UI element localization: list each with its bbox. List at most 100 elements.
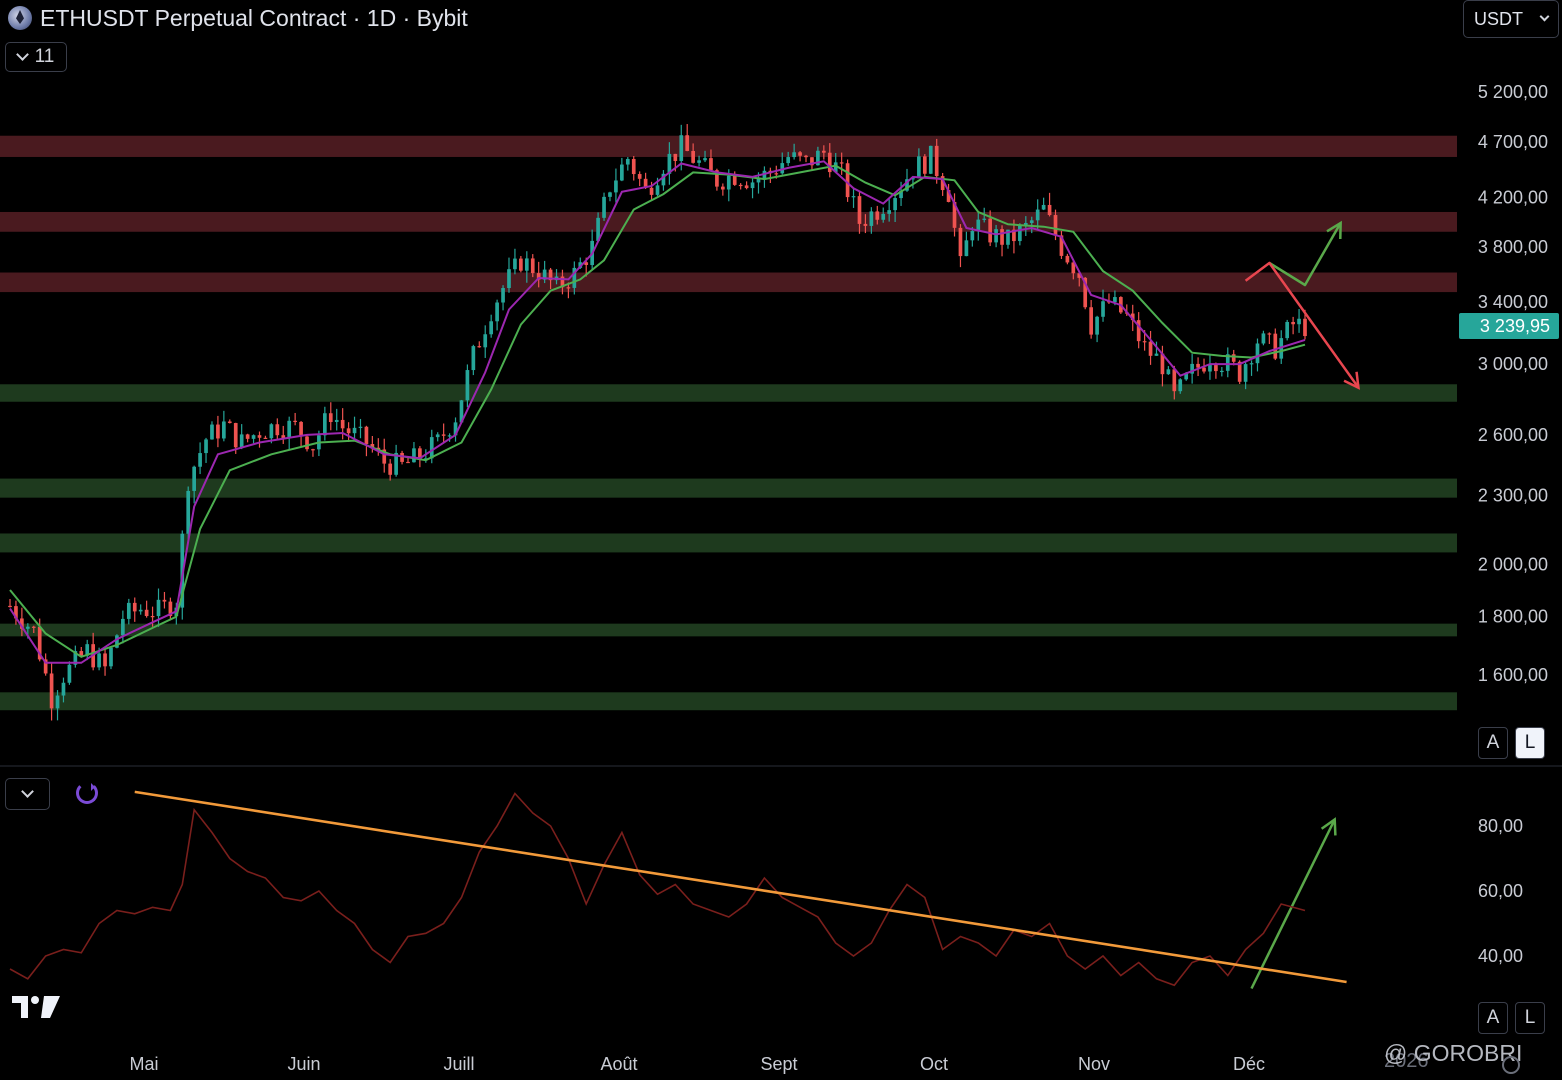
candle (1154, 341, 1159, 356)
candle (43, 653, 48, 676)
candle-body (31, 626, 36, 628)
candle-body (412, 448, 416, 463)
candle (447, 433, 452, 442)
candle (940, 172, 945, 196)
candle (1089, 300, 1093, 339)
candle (1071, 259, 1076, 280)
candle-body (560, 276, 565, 288)
candle (186, 486, 191, 542)
bullish-arrow-head (1326, 220, 1342, 240)
rsi-pane-toggle-button[interactable] (5, 778, 50, 810)
candle (1267, 332, 1272, 344)
candle-body (156, 599, 161, 617)
candle-body (370, 444, 375, 448)
candle-body (922, 156, 927, 174)
candle-body (602, 196, 606, 218)
candle-body (287, 420, 292, 439)
candle (1208, 355, 1212, 380)
candle-body (115, 635, 119, 648)
candle (1285, 319, 1290, 341)
candle-body (875, 211, 880, 220)
rsi-auto-scale-button[interactable]: A (1478, 1002, 1508, 1034)
candle-body (620, 164, 624, 181)
candle-body (14, 606, 18, 619)
candle (1018, 223, 1022, 246)
candle-body (79, 651, 84, 656)
candle-body (572, 267, 577, 288)
price-zones (0, 135, 1457, 711)
candle-body (406, 461, 410, 464)
candle-body (43, 659, 48, 674)
candle-body (251, 435, 256, 439)
candle (67, 661, 72, 685)
candle-body (55, 695, 60, 709)
tradingview-logo-icon[interactable] (10, 992, 62, 1022)
candle (210, 421, 214, 440)
rsi-pane (9, 790, 1347, 987)
candle (786, 151, 791, 166)
candle-body (1047, 204, 1052, 216)
candle-body (418, 448, 422, 459)
candle (328, 402, 333, 431)
support-zone-2 (0, 533, 1457, 553)
candle-body (67, 664, 72, 683)
candle-body (216, 424, 220, 439)
candle (305, 435, 309, 452)
candle-body (958, 227, 963, 257)
candle-body (721, 186, 725, 190)
candle (61, 677, 66, 703)
time-tick-label: Mai (129, 1054, 158, 1074)
candle-body (423, 458, 428, 460)
chevron-down-icon (15, 48, 29, 61)
candle (138, 604, 143, 615)
candle (507, 257, 511, 293)
candle-body (334, 419, 339, 423)
candle-body (744, 185, 749, 189)
candle-body (1166, 369, 1171, 375)
candle (245, 433, 250, 443)
candle (928, 145, 933, 175)
candle-body (709, 158, 713, 171)
ema-fast-line (9, 160, 1306, 664)
log-scale-button[interactable]: L (1515, 727, 1545, 759)
candle (804, 154, 808, 163)
candle (899, 181, 903, 206)
rsi-axis[interactable]: 80,00 60,00 40,00 (1478, 816, 1523, 966)
candle (667, 142, 672, 185)
candle-body (8, 605, 12, 608)
candle (281, 425, 286, 444)
candle-body (489, 321, 494, 335)
candle-body (584, 262, 589, 266)
candle-body (1071, 262, 1076, 274)
settings-gear-icon[interactable] (1502, 1056, 1520, 1074)
candle-body (857, 196, 862, 224)
candle-body (311, 449, 315, 451)
candle-body (786, 157, 791, 164)
candle-body (168, 601, 173, 617)
time-axis[interactable]: Mai Juin Juill Août Sept Oct Nov Déc (129, 1054, 1265, 1074)
indicators-toggle-button[interactable]: 11 (5, 42, 67, 72)
candle (1041, 197, 1046, 211)
candle-body (982, 218, 987, 220)
candle-body (501, 288, 505, 303)
candle (340, 408, 345, 440)
candle-body (578, 262, 583, 268)
rsi-log-scale-button[interactable]: L (1515, 1002, 1545, 1034)
candle (964, 231, 969, 257)
candle-body (774, 173, 779, 175)
candle (1297, 309, 1301, 333)
price-axis[interactable]: 5 200,00 4 700,00 4 200,00 3 800,00 3 400,00… (1459, 82, 1559, 685)
candle (792, 143, 796, 160)
candle-body (1154, 353, 1159, 356)
candle (103, 648, 107, 676)
auto-scale-button[interactable]: A (1478, 727, 1508, 759)
time-tick-label: Déc (1233, 1054, 1265, 1074)
time-tick-label: Juill (443, 1054, 474, 1074)
refresh-icon[interactable] (76, 782, 98, 804)
candle-body (376, 447, 381, 450)
candle (952, 193, 957, 237)
candle-body (465, 370, 470, 401)
currency-select[interactable]: USDT (1463, 0, 1559, 38)
resistance-zone-1 (0, 211, 1457, 232)
